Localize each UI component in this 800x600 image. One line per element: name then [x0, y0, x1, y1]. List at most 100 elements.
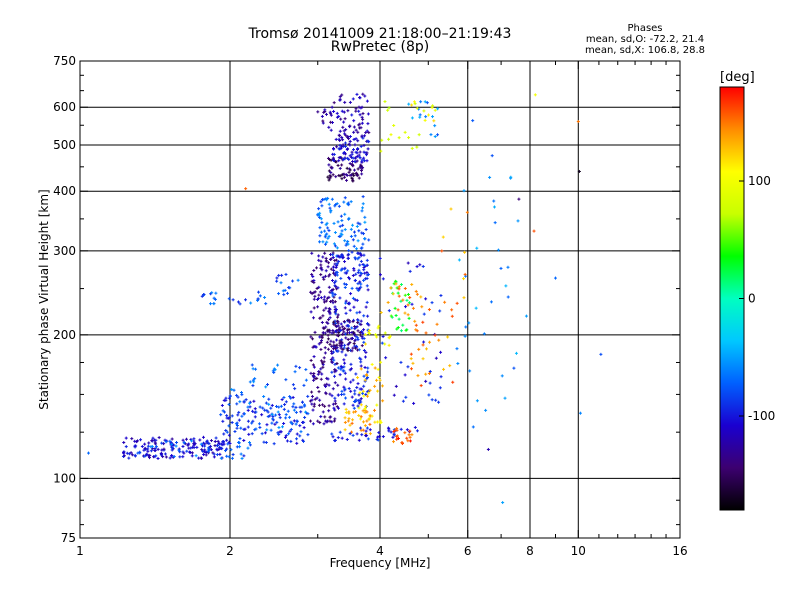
data-point-v	[348, 249, 350, 253]
data-point-v	[265, 385, 267, 389]
data-point-v	[357, 271, 359, 275]
data-point-v	[311, 279, 313, 283]
data-point-v	[352, 177, 354, 181]
data-point-v	[211, 291, 213, 295]
data-point-v	[391, 315, 393, 319]
data-point-v	[376, 378, 378, 382]
data-point-v	[345, 243, 347, 247]
data-point-v	[422, 264, 424, 268]
data-point-v	[351, 155, 353, 159]
data-point-v	[307, 394, 309, 398]
data-point-v	[330, 415, 332, 419]
data-point-v	[343, 330, 345, 334]
data-point-v	[424, 118, 426, 122]
data-point-v	[322, 410, 324, 414]
data-point-v	[353, 168, 355, 172]
data-point-v	[161, 448, 163, 452]
data-point-v	[264, 295, 266, 299]
data-point-v	[191, 454, 193, 458]
data-point-v	[450, 207, 452, 211]
data-point-v	[418, 107, 420, 111]
data-point-v	[376, 437, 378, 441]
data-point-v	[241, 456, 243, 460]
data-point-v	[278, 405, 280, 409]
data-point-v	[330, 120, 332, 124]
data-point-v	[349, 331, 351, 335]
data-point-v	[325, 112, 327, 116]
data-point-v	[238, 410, 240, 414]
data-point-v	[396, 428, 398, 432]
data-point-v	[284, 288, 286, 292]
data-point-v	[266, 428, 268, 432]
data-point-v	[289, 415, 291, 419]
data-point-v	[366, 377, 368, 381]
data-point-v	[354, 256, 356, 260]
data-point-v	[349, 308, 351, 312]
data-point-v	[360, 323, 362, 327]
data-point-v	[341, 253, 343, 257]
data-point-v	[321, 361, 323, 365]
data-point-v	[265, 441, 267, 445]
data-point-v	[338, 331, 340, 335]
data-point-v	[404, 311, 406, 315]
data-point-v	[379, 273, 381, 277]
data-point-v	[274, 422, 276, 426]
data-point-v	[350, 227, 352, 231]
data-point-v	[345, 133, 347, 137]
data-point-v	[352, 296, 354, 300]
data-point-v	[328, 202, 330, 206]
data-point-v	[204, 442, 206, 446]
data-point-v	[416, 145, 418, 149]
data-point-v	[393, 430, 395, 434]
data-point-v	[334, 160, 336, 164]
data-point-v	[225, 428, 227, 432]
data-point-v	[282, 289, 284, 293]
data-point-v	[245, 298, 247, 302]
data-point-v	[335, 308, 337, 312]
data-point-v	[193, 443, 195, 447]
data-point-v	[228, 433, 230, 437]
info-x-stats: mean, sd,X: 106.8, 28.8	[584, 45, 706, 56]
data-point-v	[324, 235, 326, 239]
data-point-v	[331, 288, 333, 292]
data-point-v	[257, 297, 259, 301]
data-point-v	[276, 276, 278, 280]
data-point-v	[342, 125, 344, 129]
data-point-v	[404, 373, 406, 377]
data-point-v	[311, 251, 313, 255]
data-point-v	[164, 438, 166, 442]
data-point-v	[325, 269, 327, 273]
data-point-v	[325, 306, 327, 310]
data-point-v	[237, 395, 239, 399]
data-point-v	[351, 113, 353, 117]
data-point-v	[415, 323, 417, 327]
data-point-v	[249, 400, 251, 404]
data-point-v	[317, 372, 319, 376]
y-tick-label: 500	[53, 138, 76, 152]
data-point-v	[313, 404, 315, 408]
data-point-v	[319, 234, 321, 238]
data-point-v	[468, 321, 470, 325]
data-point-v	[368, 140, 370, 144]
data-point-v	[321, 320, 323, 324]
data-point-v	[334, 272, 336, 276]
data-point-v	[231, 456, 233, 460]
data-point-v	[310, 290, 312, 294]
data-point-v	[368, 238, 370, 242]
data-point-v	[356, 247, 358, 251]
data-point-v	[243, 438, 245, 442]
data-point-v	[345, 311, 347, 315]
data-point-v	[254, 377, 256, 381]
data-point-v	[320, 273, 322, 277]
data-point-v	[225, 396, 227, 400]
data-point-v	[314, 397, 316, 401]
data-point-v	[344, 145, 346, 149]
data-point-v	[270, 406, 272, 410]
data-point-v	[333, 152, 335, 156]
data-point-v	[376, 403, 378, 407]
data-point-v	[179, 450, 181, 454]
data-point-v	[205, 450, 207, 454]
data-point-v	[172, 447, 174, 451]
data-point-v	[360, 285, 362, 289]
data-point-v	[344, 228, 346, 232]
